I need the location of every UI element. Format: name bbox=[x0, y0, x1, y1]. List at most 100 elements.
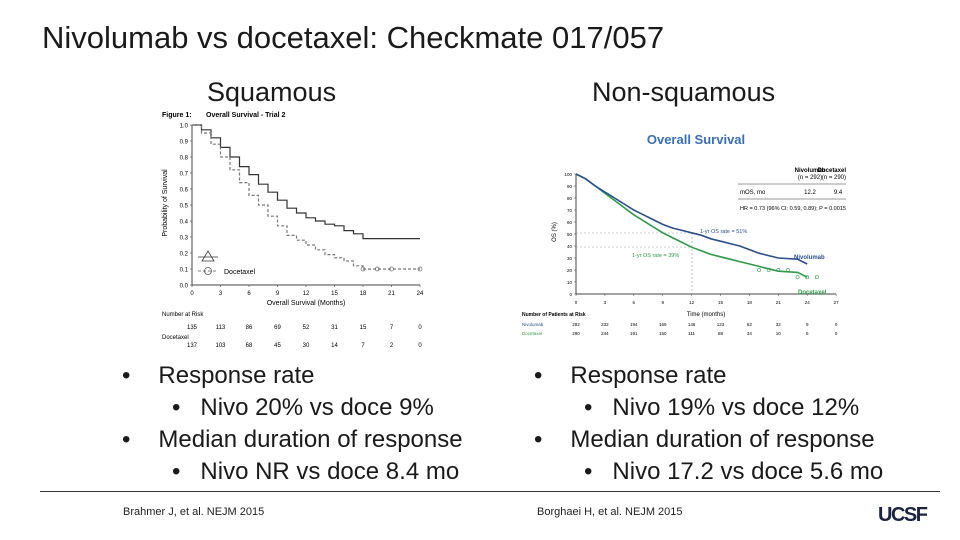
fig-left-ytick-label: 0.7 bbox=[180, 172, 189, 178]
fig-right-ytick-label: 40 bbox=[567, 244, 573, 249]
bullet-glyph: • bbox=[584, 458, 593, 485]
fig-left-risk-doce-value: 68 bbox=[246, 343, 253, 349]
fig-left-risk-doce-value: 137 bbox=[187, 343, 198, 349]
fig-right-risk-nivo-value: 169 bbox=[659, 322, 667, 327]
fig-left-xtick-label: 15 bbox=[331, 291, 338, 297]
fig-right-x-ticks: 0 3 6 9 12 15 18 21 24 27 bbox=[575, 294, 839, 305]
fig-left-xtick-label: 24 bbox=[417, 291, 424, 297]
left-citation: Brahmer J, et al. NEJM 2015 bbox=[123, 506, 265, 518]
fig-right-table-header-doce-n: (n = 290) bbox=[822, 175, 846, 181]
fig-right-table-header-doce: Docetaxel bbox=[818, 168, 847, 174]
bullet-glyph: • bbox=[584, 394, 593, 421]
fig-left-doce-censor-mark bbox=[374, 266, 380, 272]
fig-right-risk-doce-value: 0 bbox=[835, 331, 838, 336]
left-bullet-1: • Response rate bbox=[122, 360, 315, 392]
fig-left-risk-row-doce: 137 103 68 45 30 14 7 2 0 bbox=[187, 343, 422, 349]
bullet-glyph: • bbox=[172, 394, 181, 421]
fig-right-risk-nivo-value: 194 bbox=[630, 322, 638, 327]
fig-right-ytick-label: 0 bbox=[569, 292, 572, 297]
fig-right-ytick-label: 80 bbox=[567, 196, 573, 201]
left-bullet-2-text: Nivo 20% vs doce 9% bbox=[200, 394, 434, 421]
fig-left-risk-nivo-value: 15 bbox=[360, 325, 367, 331]
non-squamous-os-chart: Overall Survival OS (%) 1009080706050403… bbox=[522, 132, 847, 336]
fig-right-ytick-label: 90 bbox=[567, 184, 573, 189]
fig-right-risk-nivo-value: 232 bbox=[601, 322, 609, 327]
left-bullet-3: • Median duration of response bbox=[122, 424, 463, 456]
fig-left-risk-nivo-value: 69 bbox=[274, 325, 281, 331]
fig-right-legend-doce: Docetaxel bbox=[798, 290, 827, 296]
fig-left-risk-nivo-value: 86 bbox=[246, 325, 253, 331]
fig-right-nivo-curve bbox=[575, 173, 808, 265]
fig-right-risk-row-nivo: 292 232 194 169 146 123 62 32 9 0 bbox=[572, 322, 838, 327]
fig-right-table-header-nivo: Nivolumab bbox=[795, 168, 826, 174]
bullet-glyph: • bbox=[172, 458, 181, 485]
fig-right-hr-text: HR = 0.73 (96% CI: 0.59, 0.89); P = 0.00… bbox=[740, 206, 846, 212]
fig-left-doce-censor-mark bbox=[417, 266, 423, 272]
fig-left-ytick-label: 0.3 bbox=[180, 236, 189, 242]
fig-right-ytick-label: 20 bbox=[567, 268, 573, 273]
fig-right-ann-nivo: 1-yr OS rate = 51% bbox=[700, 229, 747, 235]
fig-right-risk-doce-value: 111 bbox=[688, 331, 695, 336]
footer-rule bbox=[40, 491, 940, 492]
fig-right-xtick-label: 21 bbox=[776, 300, 782, 305]
fig-right-ytick-label: 50 bbox=[567, 232, 573, 237]
fig-right-xtick-label: 15 bbox=[718, 300, 724, 305]
ucsf-logo: UCSF bbox=[878, 504, 929, 526]
fig-right-doce-censor-mark bbox=[757, 268, 761, 272]
fig-left-xtick-label: 0 bbox=[190, 291, 194, 297]
fig-left-risk-doce-value: 2 bbox=[390, 343, 394, 349]
right-bullet-4: • Nivo 17.2 vs doce 5.6 mo bbox=[584, 456, 883, 488]
fig-left-ytick-label: 0.0 bbox=[180, 284, 189, 290]
fig-left-risk-label: Number at Risk bbox=[162, 312, 204, 318]
fig-left-ylabel: Probability of Survival bbox=[162, 169, 169, 237]
fig-right-doce-censor-mark bbox=[805, 275, 810, 280]
fig-left-xtick-label: 12 bbox=[303, 291, 310, 297]
fig-left-x-ticks: 0 3 6 9 12 15 18 21 24 bbox=[190, 285, 424, 297]
fig-left-risk-nivo-value: 135 bbox=[187, 325, 198, 331]
fig-right-risk-doce-value: 150 bbox=[659, 331, 667, 336]
right-bullet-1: • Response rate bbox=[534, 360, 727, 392]
fig-right-xtick-label: 3 bbox=[604, 300, 607, 305]
right-bullet-1-text: Response rate bbox=[570, 362, 727, 389]
fig-left-figure-label: Figure 1: bbox=[162, 112, 192, 119]
fig-left-xtick-label: 18 bbox=[360, 291, 367, 297]
fig-left-ytick-label: 1.0 bbox=[180, 124, 189, 130]
fig-right-mos-label: mOS, mo bbox=[740, 190, 766, 196]
right-citation: Borghaei H, et al. NEJM 2015 bbox=[537, 506, 683, 518]
fig-right-risk-row-doce: 290 244 191 150 111 88 34 10 5 0 bbox=[572, 331, 838, 336]
fig-left-risk-nivo-value: 113 bbox=[216, 325, 226, 331]
fig-right-ytick-label: 60 bbox=[567, 220, 573, 225]
fig-right-xtick-label: 27 bbox=[834, 300, 840, 305]
fig-left-ytick-label: 0.8 bbox=[180, 156, 189, 162]
fig-right-risk-nivo-value: 9 bbox=[806, 322, 809, 327]
fig-left-doce-curve bbox=[192, 124, 420, 270]
fig-left-doce-censor-mark bbox=[360, 266, 366, 272]
fig-left-ytick-label: 0.2 bbox=[180, 252, 189, 258]
right-bullet-3-text: Median duration of response bbox=[570, 426, 875, 453]
fig-right-ytick-label: 70 bbox=[567, 208, 573, 213]
heading-non-squamous: Non-squamous bbox=[592, 77, 776, 107]
fig-right-risk-doce-value: 290 bbox=[572, 331, 580, 336]
fig-left-risk-row-nivo: 135 113 86 69 52 31 15 7 0 bbox=[187, 325, 422, 331]
fig-right-risk-doce-value: 10 bbox=[776, 331, 782, 336]
fig-left-legend-nivo-triangle-icon bbox=[201, 250, 215, 262]
fig-left-ytick-label: 0.9 bbox=[180, 140, 189, 146]
fig-right-xtick-label: 24 bbox=[805, 300, 811, 305]
fig-right-risk-doce-label: Docetaxel bbox=[522, 331, 542, 336]
fig-left-title: Overall Survival - Trial 2 bbox=[206, 112, 285, 119]
fig-left-risk-doce-value: 103 bbox=[215, 343, 226, 349]
fig-left-risk-nivo-value: 52 bbox=[303, 325, 310, 331]
left-bullet-3-text: Median duration of response bbox=[158, 426, 463, 453]
fig-left-y-ticks: 1.0 0.9 0.8 0.7 0.6 0.5 0.4 0.3 0.2 0.1 0.0 bbox=[180, 124, 192, 290]
fig-right-risk-nivo-value: 0 bbox=[835, 322, 838, 327]
fig-right-doce-censor-mark bbox=[795, 275, 800, 280]
fig-right-xtick-label: 12 bbox=[689, 300, 695, 305]
fig-right-risk-nivo-value: 62 bbox=[747, 322, 753, 327]
fig-right-risk-doce-value: 5 bbox=[806, 331, 809, 336]
right-bullet-3: • Median duration of response bbox=[534, 424, 875, 456]
left-bullet-4: • Nivo NR vs doce 8.4 mo bbox=[172, 456, 459, 488]
fig-right-mos-nivo: 12.2 bbox=[804, 190, 816, 196]
fig-right-xtick-label: 0 bbox=[575, 300, 578, 305]
fig-left-risk-doce-value: 0 bbox=[418, 343, 422, 349]
